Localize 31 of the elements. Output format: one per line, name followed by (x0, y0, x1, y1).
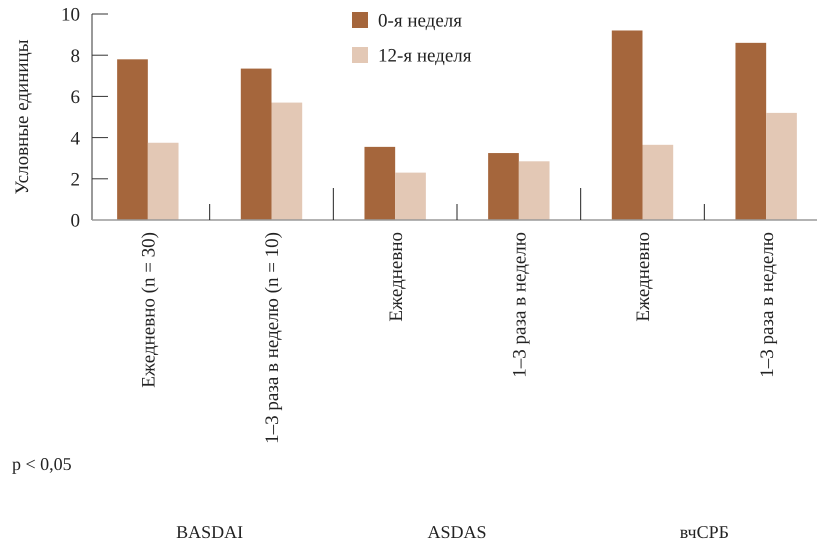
x-tick-label: 1–3 раза в неделю (n = 10) (262, 232, 284, 444)
x-tick-label: 1–3 раза в неделю (756, 232, 778, 378)
legend-label: 0-я неделя (378, 10, 462, 32)
x-tick-label: 1–3 раза в неделю (509, 232, 530, 378)
bar (117, 59, 148, 220)
y-tick-label: 0 (70, 210, 80, 232)
text: BASDAI (176, 522, 244, 542)
bar (272, 102, 302, 220)
bar (148, 142, 179, 220)
bar (395, 172, 426, 220)
y-tick-label: 8 (70, 46, 80, 67)
bar (488, 153, 519, 220)
bar (642, 144, 674, 220)
bar (735, 42, 766, 220)
legend-label: 12-я неделя (378, 46, 472, 67)
bar (518, 161, 550, 220)
x-tick-label: Ежедневно (n = 30) (138, 232, 160, 388)
text: ASDAS (427, 522, 487, 542)
x-tick-label: Ежедневно (633, 232, 654, 322)
y-tick-label: 4 (70, 128, 80, 150)
bar (240, 68, 272, 220)
text: вчСРБ (680, 522, 729, 542)
bar (364, 146, 396, 220)
y-tick-label: 10 (61, 4, 80, 26)
bar (612, 30, 642, 220)
y-tick-label: 2 (70, 169, 80, 190)
bar (766, 112, 797, 220)
y-axis-title: Условные единицы (12, 39, 33, 194)
y-tick-label: 6 (70, 87, 80, 108)
text: p < 0,05 (12, 454, 72, 474)
x-tick-label: Ежедневно (386, 232, 407, 322)
